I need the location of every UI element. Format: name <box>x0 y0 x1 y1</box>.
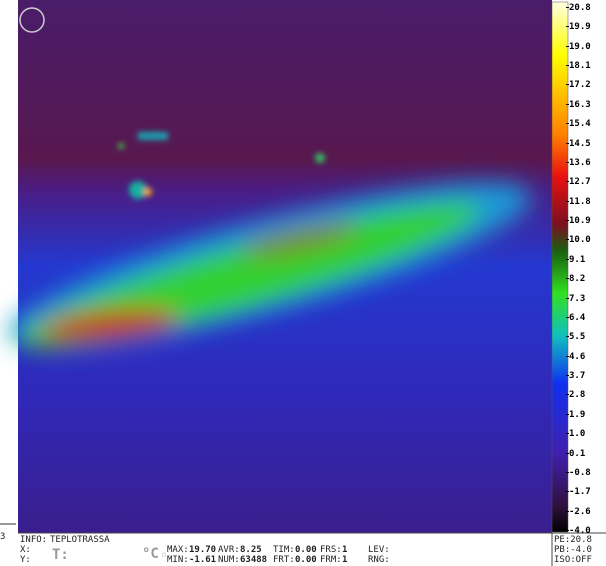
colorbar-label: 1.9 <box>569 410 585 420</box>
left-marker: 3 <box>0 532 5 542</box>
field-label: FRM: <box>320 555 342 565</box>
colorbar-label: 15.4 <box>569 119 591 129</box>
colorbar-label: 1.0 <box>569 429 585 439</box>
field-value: 1 <box>342 555 347 565</box>
right-status: ISO:OFF <box>554 555 592 565</box>
field-label: TIM: <box>273 545 295 555</box>
colorbar-label: 19.9 <box>569 22 591 32</box>
colorbar-label: -4.0 <box>569 526 591 536</box>
colorbar-label: -0.8 <box>569 468 591 478</box>
x-label: X: <box>20 545 31 555</box>
colorbar-label: 10.0 <box>569 235 591 245</box>
colorbar-label: 5.5 <box>569 332 585 342</box>
field-label: MIN: <box>167 555 189 565</box>
field-value: 19.70 <box>189 545 216 555</box>
y-label: Y: <box>20 555 31 565</box>
colorbar-label: -2.6 <box>569 507 591 517</box>
t-label: T: <box>52 547 69 563</box>
colorbar-label: 3.7 <box>569 371 585 381</box>
field-value: 0.00 <box>295 555 317 565</box>
colorbar-label: 7.3 <box>569 294 585 304</box>
colorbar-label: 8.2 <box>569 274 585 284</box>
colorbar-label: 0.1 <box>569 449 585 459</box>
colorbar-label: 17.2 <box>569 80 591 90</box>
right-status: PB:-4.0 <box>554 545 592 555</box>
field-label: MAX: <box>167 545 189 555</box>
unit: °C <box>142 546 159 562</box>
colorbar-label: 18.1 <box>569 61 591 71</box>
colorbar-label: 13.6 <box>569 158 591 168</box>
field-label: LEV: <box>368 545 390 555</box>
field-value: 63488 <box>240 555 267 565</box>
colorbar-label: 19.0 <box>569 42 591 52</box>
field-value: 8.25 <box>240 545 262 555</box>
colorbar-label: 6.4 <box>569 313 585 323</box>
field-label: NUM: <box>218 555 240 565</box>
field-value: 1 <box>342 545 347 555</box>
colorbar-label: 14.5 <box>569 139 591 149</box>
right-status: PE:20.8 <box>554 535 592 545</box>
colorbar-label: 11.8 <box>569 197 591 207</box>
colorbar-label: 12.7 <box>569 177 591 187</box>
colorbar-label: 20.8 <box>569 3 591 13</box>
colorbar-label: 2.8 <box>569 390 585 400</box>
field-value: -1.61 <box>189 555 216 565</box>
colorbar-label: 10.9 <box>569 216 591 226</box>
colorbar-label: 9.1 <box>569 255 585 265</box>
field-label: FRS: <box>320 545 342 555</box>
field-value: 0.00 <box>295 545 317 555</box>
info-label: INFO: <box>20 535 47 545</box>
field-label: AVR: <box>218 545 240 555</box>
thermal-image: ◦ <box>0 0 606 566</box>
colorbar-label: -1.7 <box>569 487 591 497</box>
thermal-viewer: ◦ 3 INFO: TEPLOTRASSA X: Y: T: °C PE:20.… <box>0 0 606 566</box>
colorbar-label: 16.3 <box>569 100 591 110</box>
colorbar-label: 4.6 <box>569 352 585 362</box>
info-text: TEPLOTRASSA <box>50 535 110 545</box>
field-label: RNG: <box>368 555 390 565</box>
field-label: FRT: <box>273 555 295 565</box>
